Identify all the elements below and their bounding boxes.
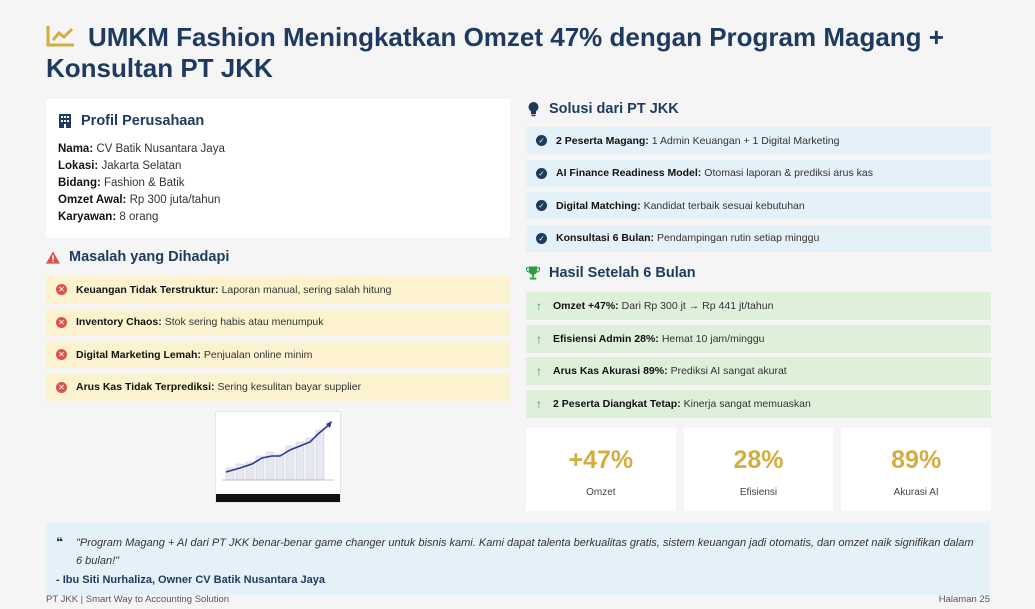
problem-item: ✕ Digital Marketing Lemah: Penjualan onlin… [46,341,510,368]
stat-label: Efisiensi [739,487,778,498]
profile-row: Omzet Awal: Rp 300 juta/tahun [58,194,221,206]
testimonial-quote: ❝ "Program Magang + AI dari PT JKK benar… [46,523,990,595]
problems-heading: Masalah yang Dihadapi [46,249,229,265]
quote-author: - Ibu Siti Nurhaliza, Owner CV Batik Nus… [56,574,325,586]
arrow-up-icon: ↑ [536,299,542,313]
page-title: UMKM Fashion Meningkatkan Omzet 47% deng… [46,22,1006,84]
company-profile-card: Profil Perusahaan Nama: CV Batik Nusanta… [46,99,510,238]
profile-heading: Profil Perusahaan [58,113,498,129]
profile-row: Lokasi: Jakarta Selatan [58,160,182,172]
result-item: ↑ Arus Kas Akurasi 89%: Prediksi AI sangat… [526,357,991,386]
stat-value: +47% [568,446,634,474]
stat-label: Omzet [586,487,616,498]
solutions-list: ✓ 2 Peserta Magang: 1 Admin Keuangan + 1 D… [526,127,991,257]
results-heading: Hasil Setelah 6 Bulan [526,265,696,281]
stat-label: Akurasi AI [893,487,939,498]
arrow-up-icon: ↑ [536,331,542,346]
stats-row: +47% Omzet 28% Efisiensi 89% Akurasi AI [526,428,992,511]
solutions-heading: Solusi dari PT JKK [526,101,679,117]
quote-text: "Program Magang + AI dari PT JKK benar-b… [76,537,974,567]
chart-line-icon [46,24,76,48]
problem-item: ✕ Inventory Chaos: Stok sering habis atau … [46,308,510,336]
x-circle-icon: ✕ [56,381,67,393]
profile-row: Nama: CV Batik Nusantara Jaya [58,143,225,155]
problem-item: ✕ Arus Kas Tidak Terprediksi: Sering kesul… [46,373,510,401]
check-circle-icon: ✓ [536,232,547,244]
result-item: ↑ Efisiensi Admin 28%: Hemat 10 jam/minggu [526,324,991,353]
problem-item: ✕ Keuangan Tidak Terstruktur: Laporan manu… [46,276,510,303]
stat-card-efisiensi: 28% Efisiensi [683,428,834,511]
footer-brand: PT JKK | Smart Way to Accounting Solutio… [46,594,230,605]
result-item: ↑ Omzet +47%: Dari Rp 300 jt → Rp 441 jt/t… [526,292,991,320]
check-circle-icon: ✓ [536,135,547,146]
trophy-icon [526,266,540,281]
solution-item: ✓ Digital Matching: Kandidat terbaik sesua… [526,192,991,219]
profile-row: Karyawan: 8 orang [58,211,159,223]
building-icon [58,114,72,129]
stat-card-omzet: +47% Omzet [526,428,676,511]
solution-item: ✓ Konsultasi 6 Bulan: Pendampingan rutin s… [526,224,991,252]
results-list: ↑ Omzet +47%: Dari Rp 300 jt → Rp 441 jt/t… [526,292,991,422]
stat-value: 28% [733,446,784,474]
result-item: ↑ 2 Peserta Diangkat Tetap: Kinerja sangat… [526,389,991,418]
x-circle-icon: ✕ [56,284,67,295]
profile-row: Bidang: Fashion & Batik [58,177,185,189]
lightbulb-icon [526,101,540,117]
x-circle-icon: ✕ [56,349,67,360]
profile-details: Nama: CV Batik Nusantara Jaya Lokasi: Ja… [58,141,498,226]
arrow-up-icon: ↑ [536,364,542,379]
warning-icon [46,250,60,265]
check-circle-icon: ✓ [536,200,547,211]
growth-chart-image [215,411,341,503]
solution-item: ✓ 2 Peserta Magang: 1 Admin Keuangan + 1 D… [526,127,991,154]
stat-card-akurasi: 89% Akurasi AI [841,428,992,511]
arrow-up-icon: ↑ [536,396,542,411]
stat-value: 89% [891,446,942,474]
check-circle-icon: ✓ [536,167,547,179]
problems-list: ✕ Keuangan Tidak Terstruktur: Laporan manu… [46,276,510,406]
quote-icon: ❝ [56,535,64,549]
page-number: Halaman 25 [938,594,990,605]
page-title-text: UMKM Fashion Meningkatkan Omzet 47% deng… [46,22,944,83]
solution-item: ✓ AI Finance Readiness Model: Otomasi lapo… [526,159,991,187]
x-circle-icon: ✕ [56,316,67,328]
